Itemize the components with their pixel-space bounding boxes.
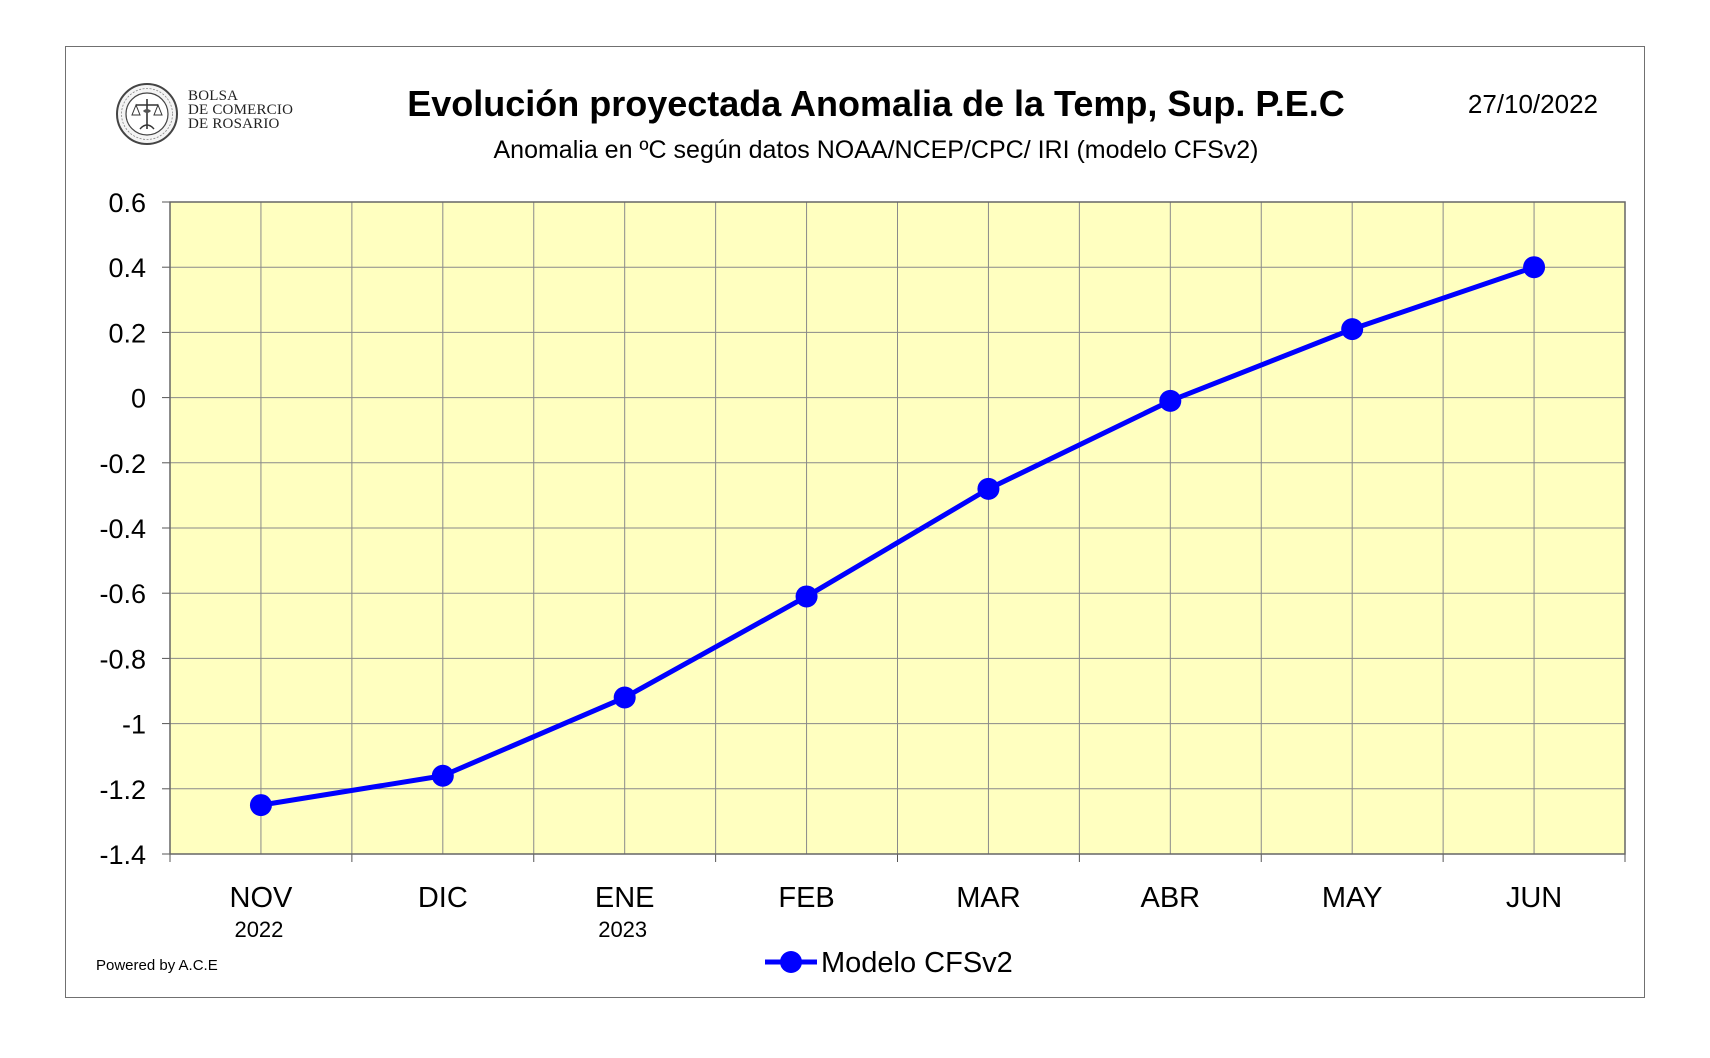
data-point [1341, 318, 1364, 341]
data-point [977, 477, 1000, 500]
y-tick-label: -0.6 [99, 579, 146, 609]
data-point [249, 794, 272, 817]
chart-date: 27/10/2022 [1467, 89, 1598, 119]
x-tick-label: DIC [418, 882, 468, 914]
x-tick-label: ENE [595, 882, 655, 914]
data-point [1523, 256, 1546, 279]
data-point [795, 585, 818, 608]
powered-by-label: Powered by A.C.E [96, 957, 218, 974]
y-tick-label: -1.2 [99, 775, 146, 805]
chart-title: Evolución proyectada Anomalia de la Temp… [407, 83, 1345, 124]
y-tick-label: -0.4 [99, 514, 146, 544]
x-tick-label: MAR [956, 882, 1020, 914]
x-tick-label: ABR [1140, 882, 1200, 914]
y-tick-label: -0.2 [99, 449, 146, 479]
logo-line-3: DE ROSARIO [188, 116, 280, 132]
logo-line-2: DE COMERCIO [188, 102, 294, 118]
data-point [1159, 389, 1182, 412]
chart-subtitle: Anomalia en ºC según datos NOAA/NCEP/CPC… [493, 136, 1259, 164]
series-line [260, 264, 1535, 808]
logo-line-1: BOLSA [188, 88, 239, 104]
bolsa-rosario-logo: BOLSA DE COMERCIO DE ROSARIO [114, 81, 314, 147]
x-tick-label: JUN [1506, 882, 1562, 914]
x-tick-label: MAY [1322, 882, 1383, 914]
y-tick-label: -1.4 [99, 840, 146, 870]
legend-label: Modelo CFSv2 [821, 947, 1013, 979]
y-tick-label: -1 [122, 710, 146, 740]
y-tick-label: 0 [131, 384, 146, 414]
x-tick-label: NOV [230, 882, 294, 914]
plot-border [169, 201, 1626, 855]
y-tick-label: -0.8 [99, 644, 146, 674]
x-tick-label: FEB [778, 882, 834, 914]
data-point [613, 686, 636, 709]
y-tick-label: 0.2 [108, 318, 146, 348]
seal-icon [116, 83, 178, 145]
x-tick-sublabel: 2022 [234, 917, 283, 942]
data-point [431, 764, 454, 787]
legend-marker [780, 951, 802, 973]
x-tick-sublabel: 2023 [598, 917, 647, 942]
y-tick-label: 0.4 [108, 253, 146, 283]
y-tick-label: 0.6 [108, 188, 146, 218]
